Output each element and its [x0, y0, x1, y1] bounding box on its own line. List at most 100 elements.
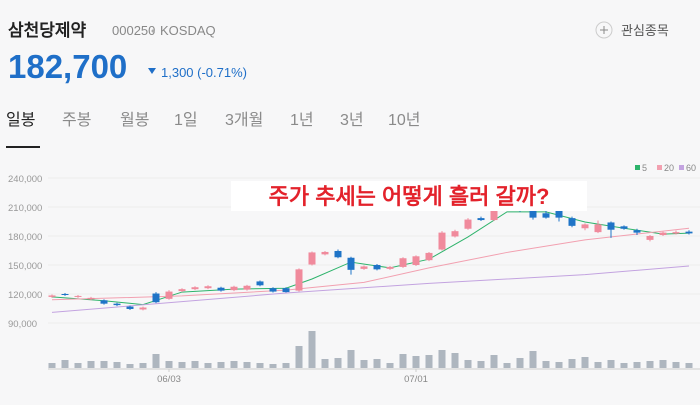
volume-bar [516, 358, 524, 368]
tab[interactable]: 3년 [340, 111, 364, 129]
candle-body [438, 232, 446, 250]
volume-bar [490, 355, 498, 368]
volume-bar [386, 363, 394, 368]
candle-body [204, 286, 212, 289]
candle-body [360, 266, 368, 269]
volume-bar [581, 357, 589, 368]
candle-body [555, 209, 563, 218]
candle-body [269, 288, 277, 292]
candle-body [373, 264, 381, 270]
candle-body [607, 222, 615, 230]
legend-label: 5 [642, 163, 647, 173]
candle-body [594, 224, 602, 233]
tab[interactable]: 일봉 [6, 111, 35, 129]
volume-bar [477, 361, 485, 368]
volume-bar [100, 361, 108, 368]
volume-bar [464, 360, 472, 368]
tab[interactable]: 10년 [388, 111, 421, 129]
volume-bar [594, 362, 602, 368]
volume-bar [568, 359, 576, 368]
candle-body [282, 288, 290, 293]
volume-bar [321, 359, 329, 368]
candle-body [542, 213, 550, 218]
volume-bar [61, 360, 69, 368]
market: KOSDAQ [160, 23, 216, 38]
candle-body [412, 256, 420, 265]
volume-bar [152, 354, 160, 368]
volume-bar [282, 363, 290, 368]
y-tick-label: 150,000 [8, 261, 42, 272]
candle-body [321, 251, 329, 255]
volume-bar [360, 360, 368, 368]
volume-bar [646, 361, 654, 368]
volume-bar [256, 363, 264, 368]
watch-button[interactable]: 관심종목 [595, 21, 669, 39]
candle-body [646, 235, 654, 240]
volume-bar [87, 361, 95, 368]
candle-body [126, 306, 134, 309]
candle-body [672, 232, 680, 234]
candle-body [386, 266, 394, 269]
candle-body [61, 293, 69, 295]
volume-bar [347, 350, 355, 368]
volume-bar [178, 362, 186, 368]
separator [151, 29, 155, 33]
candle-body [581, 224, 589, 229]
volume-bar [529, 351, 537, 368]
volume-bar [165, 361, 173, 368]
candle-body [308, 252, 316, 265]
candle-body [477, 218, 485, 221]
candle-body [451, 231, 459, 237]
stock-code: 000250 [112, 23, 155, 38]
tab[interactable]: 월봉 [120, 111, 149, 129]
volume-bar [542, 361, 550, 368]
volume-bar [308, 331, 316, 368]
candle-body [347, 257, 355, 270]
plus-circle [595, 21, 613, 39]
candle-body [243, 285, 251, 290]
legend-swatch [657, 165, 662, 170]
candle-body [165, 291, 173, 299]
candle-body [334, 250, 342, 258]
candle-body [529, 209, 537, 218]
candle-body [399, 258, 407, 267]
candle-body [74, 295, 82, 297]
candle-body [191, 287, 199, 290]
candle-body [87, 297, 95, 300]
candle-body [178, 289, 186, 292]
candle-body [152, 293, 160, 303]
candle-body [100, 300, 108, 304]
volume-bar [451, 353, 459, 368]
down-arrow [148, 68, 156, 74]
tab[interactable]: 1년 [290, 111, 314, 129]
volume-bar [230, 361, 238, 368]
ma-line [51, 227, 690, 301]
volume-bar [399, 354, 407, 368]
y-tick-label: 180,000 [8, 232, 42, 243]
tab[interactable]: 1일 [174, 111, 198, 129]
candle-body [295, 269, 303, 291]
stock-name: 삼천당제약 [8, 20, 87, 40]
y-tick-label: 90,000 [8, 319, 37, 330]
candle-body [217, 287, 225, 291]
candle-body [139, 307, 147, 310]
volume-bar [191, 361, 199, 368]
volume-bar [438, 350, 446, 368]
chart: 90,000 120,000 150,000 180,000 210,000 240,00… [8, 163, 700, 385]
price-change: 1,300 (-0.71%) [161, 65, 247, 80]
watch-label[interactable]: 관심종목 [621, 23, 669, 38]
legend-swatch [635, 165, 640, 170]
volume-bar [412, 356, 420, 368]
tab[interactable]: 주봉 [62, 112, 91, 129]
x-tick-label: 07/01 [404, 374, 428, 385]
y-tick-label: 210,000 [8, 203, 42, 214]
y-tick-label: 240,000 [8, 174, 42, 185]
candle-body [685, 231, 693, 234]
candle-body [230, 286, 238, 291]
tab[interactable]: 3개월 [225, 111, 263, 129]
candle-body [48, 295, 56, 297]
candle-body [490, 205, 498, 221]
volume-bar [373, 359, 381, 368]
annotation-bg [231, 181, 587, 211]
